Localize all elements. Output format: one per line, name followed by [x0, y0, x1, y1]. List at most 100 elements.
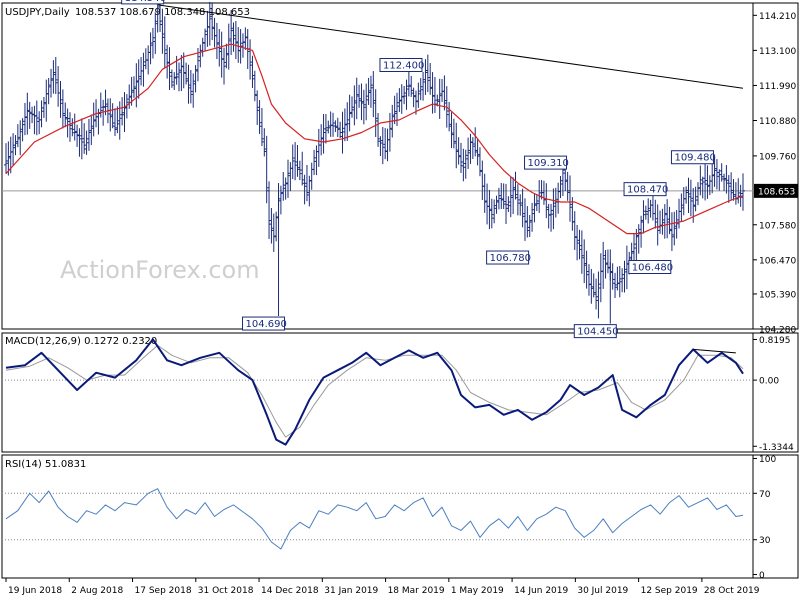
- price-bar: [589, 268, 594, 304]
- price-bar: [447, 101, 452, 132]
- price-y-tick-label: 114.210: [759, 12, 796, 22]
- price-bar: [67, 112, 72, 142]
- price-bar: [428, 63, 433, 95]
- price-bar: [456, 137, 461, 165]
- price-bar: [354, 77, 359, 120]
- price-y-tick-label: 106.470: [759, 256, 796, 266]
- price-bar: [25, 92, 30, 135]
- price-bar: [333, 120, 338, 133]
- price-bar: [373, 89, 378, 137]
- price-bar: [231, 22, 236, 52]
- price-bar: [131, 76, 136, 98]
- price-bar: [404, 79, 409, 110]
- price-bar: [719, 163, 724, 182]
- price-bar: [705, 165, 710, 199]
- price-bar: [399, 84, 404, 114]
- price-bar: [418, 78, 423, 101]
- rsi-y-tick-label: 70: [759, 490, 771, 500]
- price-bar: [461, 148, 466, 182]
- price-bar: [300, 151, 305, 186]
- price-bar: [75, 124, 80, 147]
- price-y-tick-label: 107.580: [759, 221, 796, 231]
- price-bar: [582, 239, 587, 284]
- price-panel-frame: [1, 2, 799, 330]
- price-bar: [229, 9, 234, 55]
- price-label-box: [573, 324, 617, 339]
- rsi-title: RSI(14) 51.0831: [5, 459, 86, 470]
- x-tick-label: 12 Sep 2019: [641, 586, 698, 596]
- price-bar: [572, 211, 577, 250]
- x-tick-label: 31 Oct 2018: [198, 586, 254, 596]
- price-bar: [198, 44, 203, 68]
- price-bar: [340, 111, 345, 154]
- price-y-tick-label: 105.390: [759, 290, 796, 300]
- price-bar: [492, 199, 497, 224]
- price-bar: [575, 224, 580, 261]
- price-bar: [293, 142, 298, 181]
- price-bar: [364, 83, 369, 121]
- price-panel: 114.210 113.100 111.990 110.880 109.760 107.5…: [2, 0, 798, 339]
- price-bar: [430, 72, 435, 114]
- price-bar: [41, 96, 46, 118]
- price-bar: [203, 28, 208, 52]
- price-bar: [326, 120, 331, 134]
- price-bar: [532, 194, 537, 223]
- x-tick-label: 14 Dec 2018: [261, 586, 319, 596]
- price-bar: [63, 102, 68, 128]
- price-label: 106.480: [632, 263, 673, 274]
- price-bar: [662, 204, 667, 239]
- price-bar: [295, 144, 300, 177]
- price-bar: [437, 78, 442, 119]
- moving-average-line: [5, 43, 744, 235]
- price-bar: [153, 12, 158, 54]
- price-bar: [366, 77, 371, 105]
- price-bar: [191, 73, 196, 108]
- price-bar: [387, 112, 392, 152]
- price-bar: [79, 118, 84, 160]
- price-bar: [693, 186, 698, 212]
- price-bar: [449, 112, 454, 149]
- price-bar: [425, 54, 430, 93]
- price-bar: [504, 183, 509, 224]
- x-tick-label: 28 Oct 2019: [704, 586, 760, 596]
- price-bar: [262, 128, 267, 157]
- price-bar: [520, 188, 525, 228]
- price-bar: [695, 182, 700, 206]
- price-bar: [361, 89, 366, 125]
- price-bar: [176, 62, 181, 92]
- rsi-line: [5, 488, 744, 550]
- price-bar: [577, 229, 582, 260]
- price-y-tick-label: 110.880: [759, 117, 796, 127]
- price-bar: [546, 203, 551, 229]
- price-bar: [392, 95, 397, 125]
- macd-line: [5, 338, 744, 446]
- price-bar: [686, 177, 691, 213]
- price-bar: [224, 43, 229, 69]
- current-price-badge: [754, 183, 798, 198]
- price-label: 108.470: [627, 185, 668, 196]
- price-bar: [255, 90, 260, 125]
- price-bar: [454, 122, 459, 169]
- price-bar: [108, 98, 113, 132]
- price-bar: [141, 52, 146, 87]
- price-bar: [468, 133, 473, 164]
- price-bar: [473, 127, 478, 157]
- price-bar: [665, 199, 670, 239]
- price-bar: [22, 102, 27, 136]
- price-bar: [271, 213, 276, 252]
- price-bar: [553, 187, 558, 218]
- price-bar: [380, 126, 385, 165]
- price-bar: [477, 147, 482, 177]
- price-bar: [726, 175, 731, 203]
- x-tick-label: 17 Sep 2018: [135, 586, 192, 596]
- price-bar: [169, 69, 174, 88]
- price-bar: [252, 70, 257, 102]
- price-bar: [527, 215, 532, 237]
- price-bar: [435, 94, 440, 107]
- price-bar: [724, 165, 729, 194]
- price-bar: [281, 172, 286, 201]
- price-label-box: [486, 250, 530, 265]
- price-bar: [669, 212, 674, 251]
- price-bar: [409, 75, 414, 97]
